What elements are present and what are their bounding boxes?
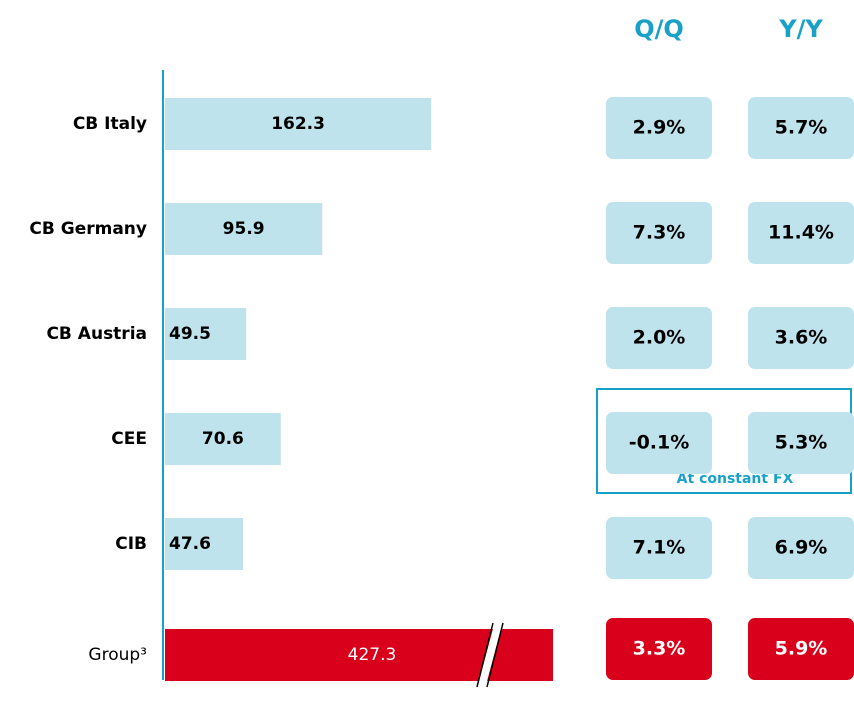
axis-break — [486, 622, 504, 688]
change-label: 2.0% — [633, 327, 686, 349]
axis-break — [476, 622, 494, 688]
column-header: Y/Y — [778, 15, 823, 43]
bar — [165, 203, 323, 255]
change-box — [748, 517, 854, 579]
change-box — [606, 412, 712, 474]
bar-value-label: 70.6 — [202, 429, 244, 449]
change-label: 11.4% — [768, 222, 834, 244]
change-box — [748, 307, 854, 369]
bar-value-label: 162.3 — [271, 114, 325, 134]
change-label: 5.9% — [775, 638, 828, 660]
change-box — [606, 307, 712, 369]
change-box — [606, 517, 712, 579]
category-label: CB Austria — [46, 324, 147, 344]
category-label: CIB — [115, 534, 147, 554]
category-label: Group³ — [88, 645, 147, 665]
change-label: 5.7% — [775, 117, 828, 139]
change-label: 5.3% — [775, 432, 828, 454]
change-box — [606, 618, 712, 680]
bar — [165, 308, 247, 360]
change-label: 7.1% — [633, 537, 686, 559]
change-box — [748, 97, 854, 159]
change-box — [606, 202, 712, 264]
bar-value-label: 47.6 — [169, 534, 211, 554]
annotation: At constant FX — [677, 471, 794, 487]
bar — [165, 518, 244, 570]
bar — [165, 413, 281, 465]
change-box — [606, 97, 712, 159]
bar — [165, 98, 432, 150]
category-label: CEE — [111, 429, 147, 449]
axis-break — [478, 625, 502, 685]
bar-value-label: 427.3 — [348, 645, 397, 665]
change-box — [748, 412, 854, 474]
change-label: 7.3% — [633, 222, 686, 244]
change-label: 3.6% — [775, 327, 828, 349]
category-label: CB Germany — [29, 219, 147, 239]
bar-value-label: 49.5 — [169, 324, 211, 344]
change-label: 2.9% — [633, 117, 686, 139]
change-label: 3.3% — [633, 638, 686, 660]
change-box — [748, 202, 854, 264]
change-label: -0.1% — [629, 432, 690, 454]
category-label: CB Italy — [73, 114, 147, 134]
change-box — [748, 618, 854, 680]
change-label: 6.9% — [775, 537, 828, 559]
bar-value-label: 95.9 — [223, 219, 265, 239]
column-header: Q/Q — [634, 15, 684, 43]
